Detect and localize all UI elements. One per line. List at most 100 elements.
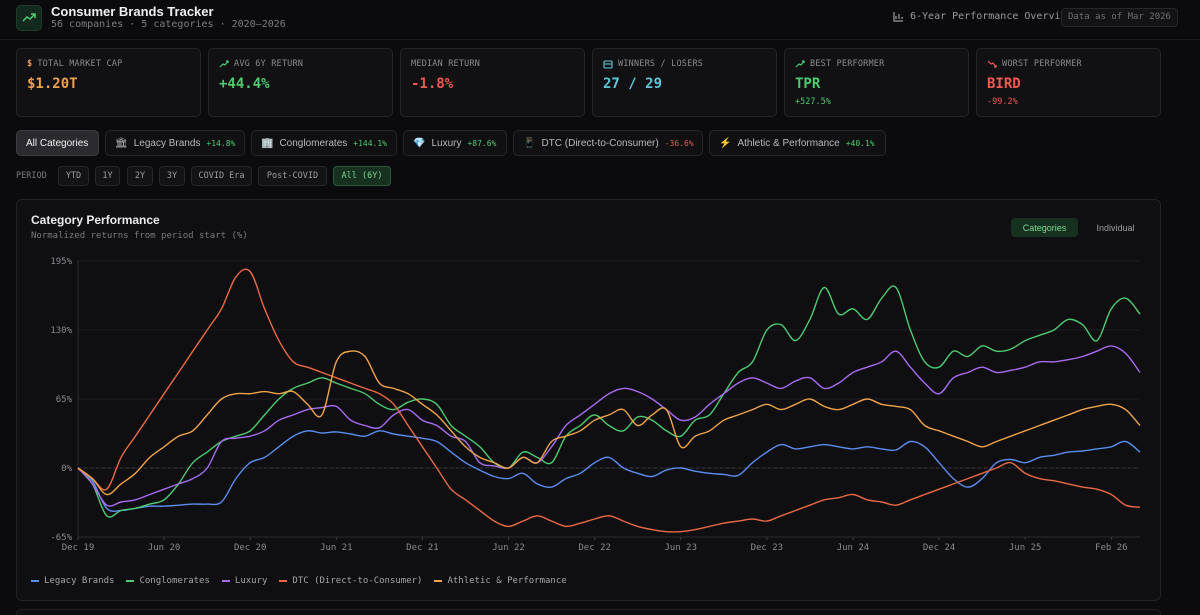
y-tick-label: 130% [50, 326, 72, 336]
y-tick-label: -65% [50, 533, 72, 543]
bolt-icon: ⚡ [719, 137, 732, 149]
overview-text: 6-Year Performance Overview [910, 11, 1073, 22]
card-label: WINNERS / LOSERS [618, 59, 704, 69]
category-return: +87.6% [467, 138, 497, 148]
legend-item-dtc[interactable]: DTC (Direct-to-Consumer) [279, 576, 422, 586]
legend-swatch [31, 580, 39, 582]
data-as-of-badge: Data as of Mar 2026 [1061, 8, 1178, 27]
series-line-athletic-performance [77, 350, 1141, 496]
x-tick-label: Dec 21 [406, 543, 439, 553]
legend-item-athletic[interactable]: Athletic & Performance [434, 576, 567, 586]
x-tick-label: Jun 25 [1009, 543, 1042, 553]
trend-up-icon [219, 60, 229, 68]
period-all-6y[interactable]: All (6Y) [333, 166, 391, 186]
category-label: Legacy Brands [133, 137, 201, 149]
card-sub: -99.2% [987, 97, 1018, 107]
period-covid-era[interactable]: COVID Era [191, 166, 252, 186]
x-tick-label: Jun 20 [148, 543, 181, 553]
card-best-performer: BEST PERFORMER TPR +527.5% [784, 48, 969, 117]
category-label: Luxury [431, 137, 462, 149]
overview-label: 6-Year Performance Overview [893, 11, 1073, 22]
chart-title: Category Performance [31, 213, 160, 227]
app-subtitle: 56 companies · 5 categories · 2020–2026 [51, 19, 286, 30]
app-header: Consumer Brands Tracker 56 companies · 5… [0, 0, 1200, 40]
legend-swatch [221, 580, 230, 582]
x-tick-label: Jun 24 [837, 543, 870, 553]
card-value: BIRD [987, 76, 1021, 92]
card-value: -1.8% [411, 76, 454, 92]
period-2y[interactable]: 2Y [127, 166, 153, 186]
series-line-luxury [77, 345, 1141, 507]
legend-label: Athletic & Performance [447, 576, 567, 586]
card-value: TPR [795, 76, 821, 92]
category-legacy-brands[interactable]: 🏛 Legacy Brands +14.8% [105, 130, 245, 156]
category-label: DTC (Direct-to-Consumer) [541, 137, 659, 149]
card-label: WORST PERFORMER [1002, 59, 1082, 69]
x-tick-label: Jun 22 [492, 543, 525, 553]
card-avg-return: AVG 6Y RETURN +44.4% [208, 48, 393, 117]
toggle-individual[interactable]: Individual [1096, 222, 1135, 233]
users-icon [603, 59, 613, 69]
card-value: +44.4% [219, 76, 270, 92]
toggle-categories[interactable]: Categories [1011, 218, 1078, 237]
period-3y[interactable]: 3Y [159, 166, 185, 186]
category-return: +144.1% [353, 138, 387, 148]
legend-item-luxury[interactable]: Luxury [221, 576, 267, 586]
x-tick-label: Dec 22 [578, 543, 611, 553]
diamond-icon: 💎 [413, 137, 426, 149]
app-title: Consumer Brands Tracker [51, 4, 214, 19]
category-luxury[interactable]: 💎 Luxury +87.6% [403, 130, 507, 156]
trend-up-icon [795, 60, 805, 68]
trend-down-icon [987, 60, 997, 68]
x-tick-label: Dec 24 [923, 543, 956, 553]
legend-item-conglomerates[interactable]: Conglomerates [126, 576, 210, 586]
card-median-return: MEDIAN RETURN -1.8% [400, 48, 585, 117]
period-post-covid[interactable]: Post-COVID [258, 166, 327, 186]
x-tick-label: Dec 23 [751, 543, 784, 553]
legend-swatch [126, 580, 135, 582]
card-winners-losers: WINNERS / LOSERS 27 / 29 [592, 48, 777, 117]
card-value: 27 / 29 [603, 76, 663, 92]
x-tick-label: Dec 19 [62, 543, 95, 553]
building-icon: 🏢 [261, 137, 274, 149]
period-1y[interactable]: 1Y [95, 166, 120, 186]
kpi-cards: $ TOTAL MARKET CAP $1.20T AVG 6Y RETURN +… [16, 48, 1161, 117]
trend-up-icon [22, 13, 36, 22]
card-total-market-cap: $ TOTAL MARKET CAP $1.20T [16, 48, 201, 117]
x-tick-label: Jun 21 [320, 543, 353, 553]
y-tick-label: 0% [61, 464, 72, 474]
legend-item-legacy[interactable]: Legacy Brands [31, 576, 114, 586]
x-tick-label: Dec 20 [234, 543, 267, 553]
category-label: Athletic & Performance [737, 137, 840, 149]
card-worst-performer: WORST PERFORMER BIRD -99.2% [976, 48, 1161, 117]
card-label: TOTAL MARKET CAP [37, 59, 123, 69]
category-return: -36.6% [664, 138, 694, 148]
series-line-conglomerates [77, 285, 1141, 518]
card-label: MEDIAN RETURN [411, 59, 481, 69]
legend-label: Legacy Brands [44, 576, 115, 586]
legend-swatch [434, 580, 443, 582]
next-panel-edge [16, 609, 1161, 615]
dollar-icon: $ [27, 59, 33, 69]
phone-icon: 📱 [523, 137, 536, 149]
period-selector: PERIOD YTD 1Y 2Y 3Y COVID Era Post-COVID… [16, 166, 416, 186]
category-conglomerates[interactable]: 🏢 Conglomerates +144.1% [251, 130, 397, 156]
card-value: $1.20T [27, 76, 78, 92]
series-line-dtc-direct-to-consumer [77, 268, 1141, 533]
x-tick-label: Feb 26 [1095, 543, 1128, 553]
bar-chart-icon [893, 12, 903, 22]
category-dtc[interactable]: 📱 DTC (Direct-to-Consumer) -36.6% [513, 130, 703, 156]
category-label: Conglomerates [279, 137, 348, 149]
category-all[interactable]: All Categories [16, 130, 99, 156]
category-performance-chart: -65% 0% 65% 130% 195% Dec 19 Jun 20 Dec 20 Jun 2… [50, 257, 1141, 553]
legend-label: DTC (Direct-to-Consumer) [292, 576, 423, 586]
chart-panel: Category Performance Normalized returns … [16, 199, 1161, 601]
category-athletic[interactable]: ⚡ Athletic & Performance +40.1% [709, 130, 886, 156]
bank-icon: 🏛 [115, 137, 128, 149]
series-line-legacy-brands [77, 430, 1141, 512]
card-sub: +527.5% [795, 97, 831, 107]
period-ytd[interactable]: YTD [58, 166, 89, 186]
category-return: +40.1% [845, 138, 875, 148]
card-label: AVG 6Y RETURN [234, 59, 304, 69]
category-label: All Categories [26, 137, 89, 149]
